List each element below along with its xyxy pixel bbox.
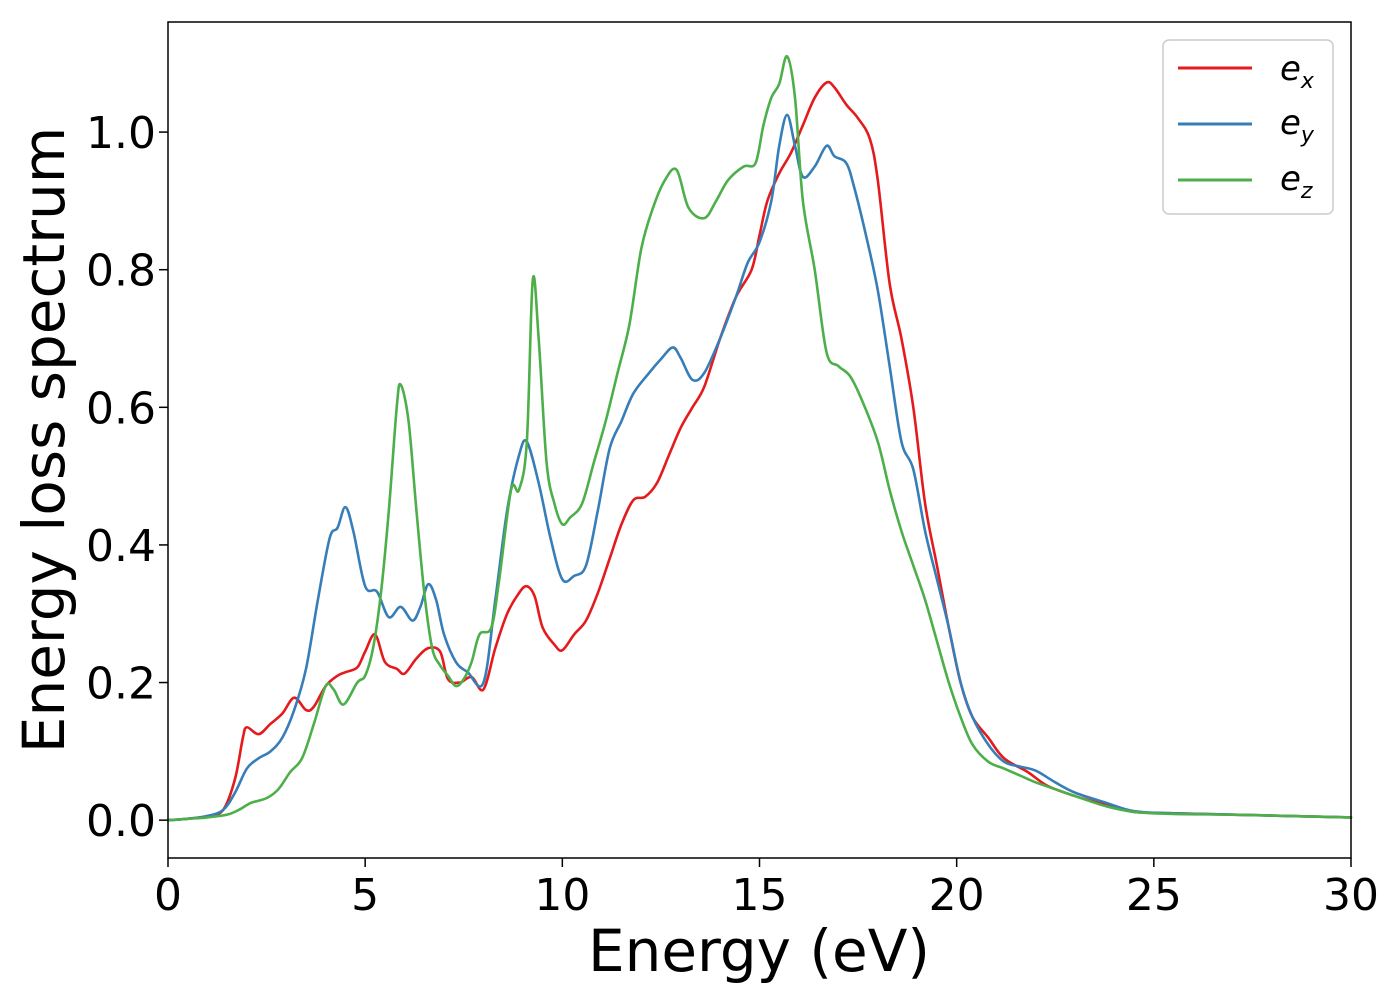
legend-label-ex: ex xyxy=(1280,49,1315,94)
y-tick-label: 0.4 xyxy=(86,521,156,572)
x-tick-label: 5 xyxy=(351,870,379,921)
x-tick-label: 10 xyxy=(534,870,590,921)
x-tick-label: 30 xyxy=(1323,870,1379,921)
series-layer xyxy=(166,55,1353,822)
series-line-ez xyxy=(166,55,1353,822)
series-line-ey xyxy=(166,113,1353,822)
x-axis-ticks: 0 5 10 15 20 25 30 xyxy=(154,858,1379,921)
y-tick-label: 0.2 xyxy=(86,659,156,710)
legend: ex ey ez xyxy=(1162,39,1334,215)
x-tick-label: 20 xyxy=(929,870,985,921)
legend-box xyxy=(1162,39,1334,215)
legend-label-ey: ey xyxy=(1280,103,1315,148)
y-axis-ticks: 0.0 0.2 0.4 0.6 0.8 1.0 xyxy=(86,108,168,847)
y-tick-label: 0.6 xyxy=(86,383,156,434)
x-tick-label: 15 xyxy=(732,870,788,921)
y-tick-label: 1.0 xyxy=(86,108,156,159)
series-line-ex xyxy=(166,80,1353,822)
x-tick-label: 25 xyxy=(1126,870,1182,921)
y-tick-label: 0.0 xyxy=(86,796,156,847)
y-tick-label: 0.8 xyxy=(86,246,156,297)
x-tick-label: 0 xyxy=(154,870,182,921)
y-axis-label: Energy loss spectrum xyxy=(10,127,78,753)
legend-label-ez: ez xyxy=(1280,159,1313,204)
x-axis-label: Energy (eV) xyxy=(588,917,930,985)
